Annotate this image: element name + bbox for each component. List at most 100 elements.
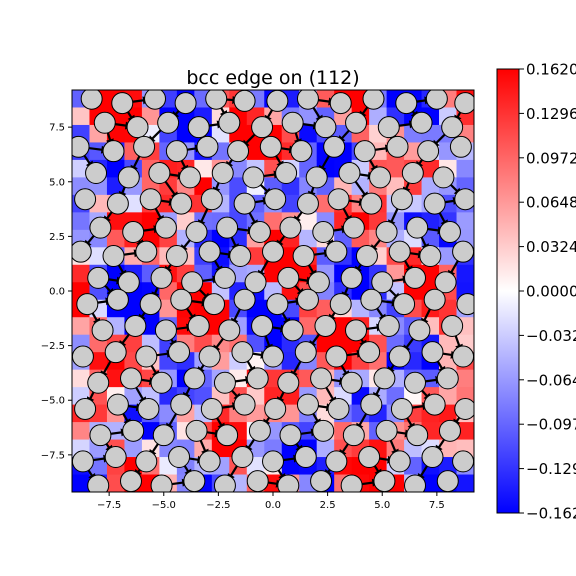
atom — [152, 424, 175, 447]
field-cell — [404, 142, 423, 161]
atom — [314, 314, 337, 337]
atom — [93, 111, 116, 134]
atom — [279, 216, 302, 239]
atom — [452, 450, 474, 473]
field-cell — [89, 457, 108, 476]
field-cell — [299, 317, 318, 336]
atom — [150, 474, 173, 492]
y-tick-label: 7.5 — [49, 123, 65, 134]
atom — [390, 188, 413, 211]
atom — [196, 135, 219, 158]
atom — [203, 293, 225, 316]
atom — [80, 90, 103, 110]
atom — [340, 474, 363, 492]
atom — [174, 92, 197, 115]
atom — [213, 474, 236, 492]
atom — [404, 474, 426, 492]
atom — [327, 397, 350, 420]
colorbar-tick-label: −0.1296 — [526, 460, 576, 478]
atom — [137, 397, 160, 420]
atom — [104, 446, 127, 469]
atom — [342, 216, 365, 239]
atom — [449, 135, 472, 158]
field-cell — [72, 264, 91, 283]
atom — [358, 341, 381, 364]
atom — [388, 345, 411, 368]
field-cell — [124, 439, 143, 458]
atom — [441, 314, 464, 337]
atom — [213, 266, 236, 289]
atom — [117, 166, 140, 189]
x-tick-label: 5.0 — [374, 500, 390, 511]
colorbar-tick-label: 0.0972 — [526, 149, 576, 167]
atom — [377, 116, 400, 139]
atom — [72, 450, 94, 473]
atom — [290, 140, 313, 163]
colorbar-tick-label: −0.0972 — [526, 416, 576, 434]
x-tick-label: 2.5 — [320, 500, 336, 511]
atom — [74, 397, 97, 420]
field-cell — [106, 229, 126, 248]
field-cell — [106, 369, 126, 388]
x-tick-label: 7.5 — [429, 500, 445, 511]
atom — [104, 341, 127, 364]
atom — [139, 188, 162, 211]
atom — [353, 140, 376, 163]
atom — [233, 192, 256, 215]
colorbar-gradient — [496, 68, 520, 514]
atom — [102, 140, 125, 163]
atom — [227, 140, 250, 163]
atom — [329, 92, 352, 115]
field-cell — [439, 439, 458, 458]
atom — [345, 111, 368, 134]
field-cell — [421, 474, 440, 492]
atom — [436, 367, 459, 390]
atom — [369, 166, 392, 189]
field-cell — [456, 474, 474, 492]
atom — [371, 271, 394, 294]
field-cell — [281, 194, 300, 213]
colorbar-tick-label: 0.0324 — [526, 238, 576, 256]
atom — [312, 221, 335, 243]
atom — [185, 419, 208, 442]
field-cell — [124, 299, 143, 318]
x-tick-label: −7.5 — [97, 500, 121, 511]
atom — [314, 116, 337, 139]
y-axis: −7.5 −5.0 −2.5 0.0 2.5 5.0 7.5 — [41, 123, 72, 461]
atom — [388, 450, 411, 473]
atom — [386, 135, 409, 158]
colorbar-tick-label: 0.0648 — [526, 194, 576, 212]
atom — [200, 397, 223, 420]
atom — [233, 90, 256, 112]
atom — [417, 140, 440, 163]
field-cell — [72, 422, 91, 441]
field-cell — [106, 212, 126, 231]
field-cell — [89, 247, 108, 266]
atom — [170, 192, 193, 215]
atom — [275, 162, 298, 185]
atom — [406, 424, 429, 447]
atom — [323, 135, 346, 158]
atom — [395, 92, 418, 115]
atom — [233, 288, 256, 311]
atom — [91, 319, 114, 342]
field-cell — [72, 474, 91, 492]
field-cell — [456, 369, 474, 388]
atom — [76, 293, 99, 316]
atom — [133, 135, 156, 158]
y-tick-label: −2.5 — [41, 341, 65, 352]
atom — [111, 92, 134, 115]
atom — [340, 371, 363, 394]
y-tick-label: 0.0 — [49, 287, 65, 298]
atom — [338, 162, 361, 185]
atom — [325, 240, 348, 263]
atom — [294, 341, 317, 364]
field-cell — [281, 404, 300, 423]
atom — [85, 162, 108, 185]
field-cell — [281, 352, 300, 371]
atom — [329, 293, 352, 316]
field-cell — [124, 194, 143, 213]
field-cell — [299, 212, 318, 231]
x-tick-label: −2.5 — [206, 500, 230, 511]
